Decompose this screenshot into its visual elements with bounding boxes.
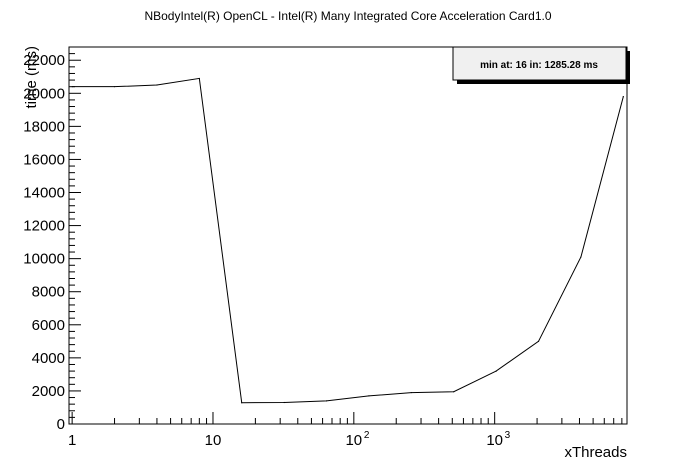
data-point (580, 256, 582, 258)
data-point (71, 86, 73, 88)
data-point (495, 370, 497, 372)
y-tick-label: 22000 (23, 52, 65, 69)
x-tick-exponent: 2 (364, 430, 370, 441)
y-tick-label: 0 (57, 416, 65, 433)
stat-box-text: min at: 16 in: 1285.28 ms (480, 60, 598, 71)
stat-box-background (452, 46, 627, 81)
y-axis-label: time (ms) (23, 46, 40, 109)
y-tick-label: 6000 (32, 317, 65, 334)
x-axis-label: xThreads (564, 444, 627, 461)
y-tick-label: 20000 (23, 85, 65, 102)
data-point (622, 96, 624, 98)
x-tick-label: 1 (68, 432, 76, 449)
y-tick-label: 16000 (23, 151, 65, 168)
data-point (368, 395, 370, 397)
data-point (453, 391, 455, 393)
x-tick-label: 10 (205, 432, 222, 449)
x-tick-label: 10 (345, 432, 362, 449)
data-point (241, 402, 243, 404)
y-tick-label: 8000 (32, 284, 65, 301)
plot-frame (68, 46, 628, 425)
data-point (325, 400, 328, 402)
data-point (283, 401, 285, 404)
x-tick-exponent: 3 (505, 430, 511, 441)
y-tick-label: 18000 (23, 118, 65, 135)
data-point (537, 340, 540, 342)
data-point (156, 84, 158, 86)
y-tick-label: 10000 (23, 251, 65, 268)
data-point (198, 77, 200, 80)
series-line (72, 77, 624, 404)
x-tick-label: 10 (486, 432, 503, 449)
y-tick-label: 12000 (23, 218, 65, 235)
y-tick-label: 2000 (32, 383, 65, 400)
stat-box: min at: 16 in: 1285.28 ms (452, 46, 630, 84)
data-point (410, 391, 412, 394)
data-point (113, 86, 116, 88)
chart-title: NBodyIntel(R) OpenCL - Intel(R) Many Int… (144, 9, 551, 23)
y-tick-label: 4000 (32, 350, 65, 367)
y-tick-label: 14000 (23, 185, 65, 202)
